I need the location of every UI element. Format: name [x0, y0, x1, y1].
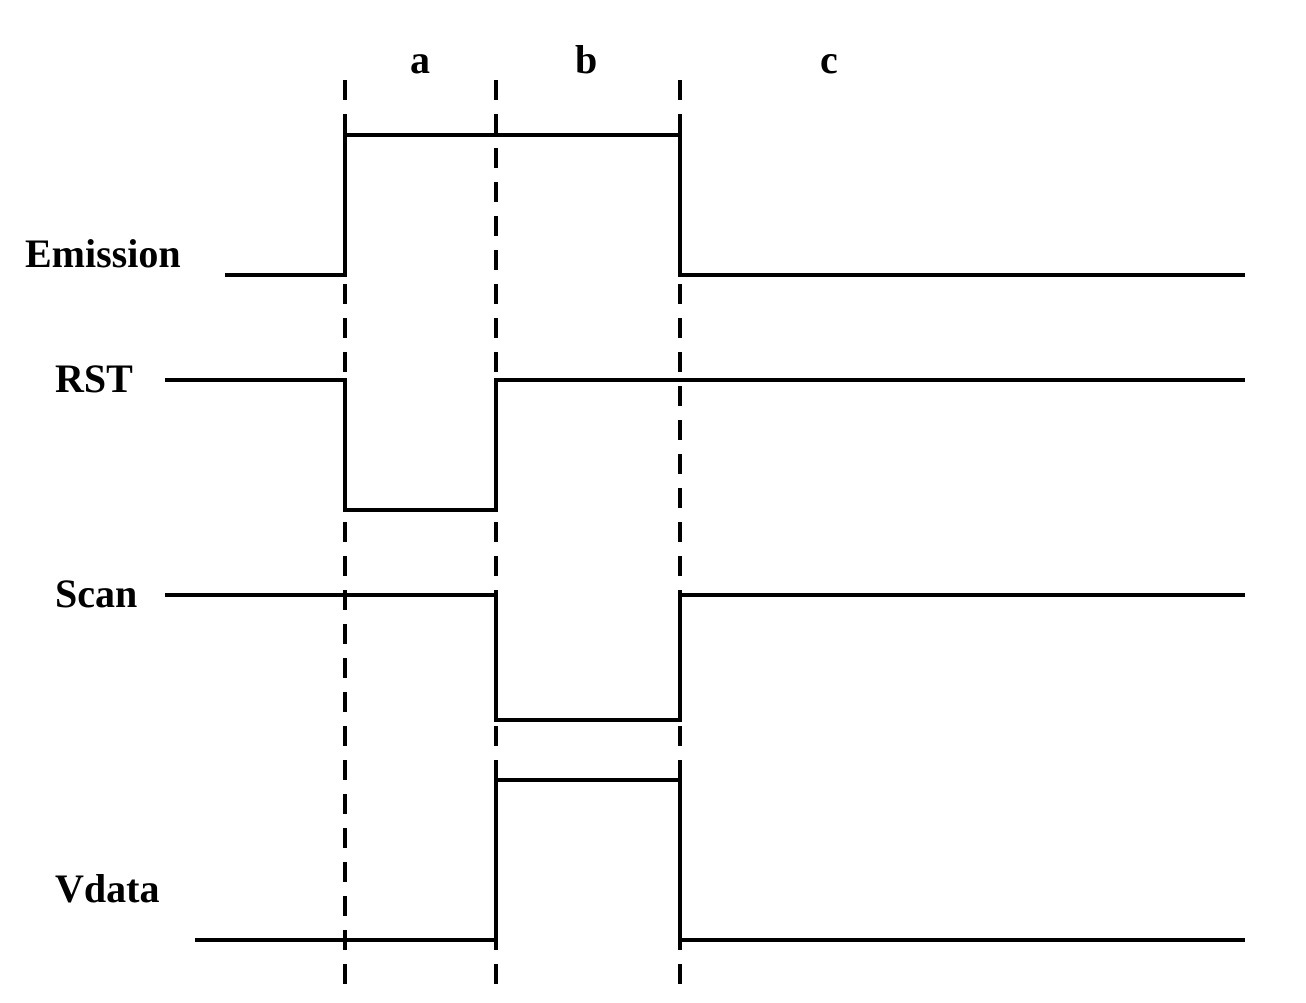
waveform-vdata — [195, 780, 1245, 940]
timing-diagram-container: a b c Emission RST Scan Vdata — [0, 0, 1306, 1003]
waveform-scan — [165, 595, 1245, 720]
waveform-emission — [225, 135, 1245, 275]
timing-svg — [0, 0, 1306, 1003]
waveform-rst — [165, 380, 1245, 510]
